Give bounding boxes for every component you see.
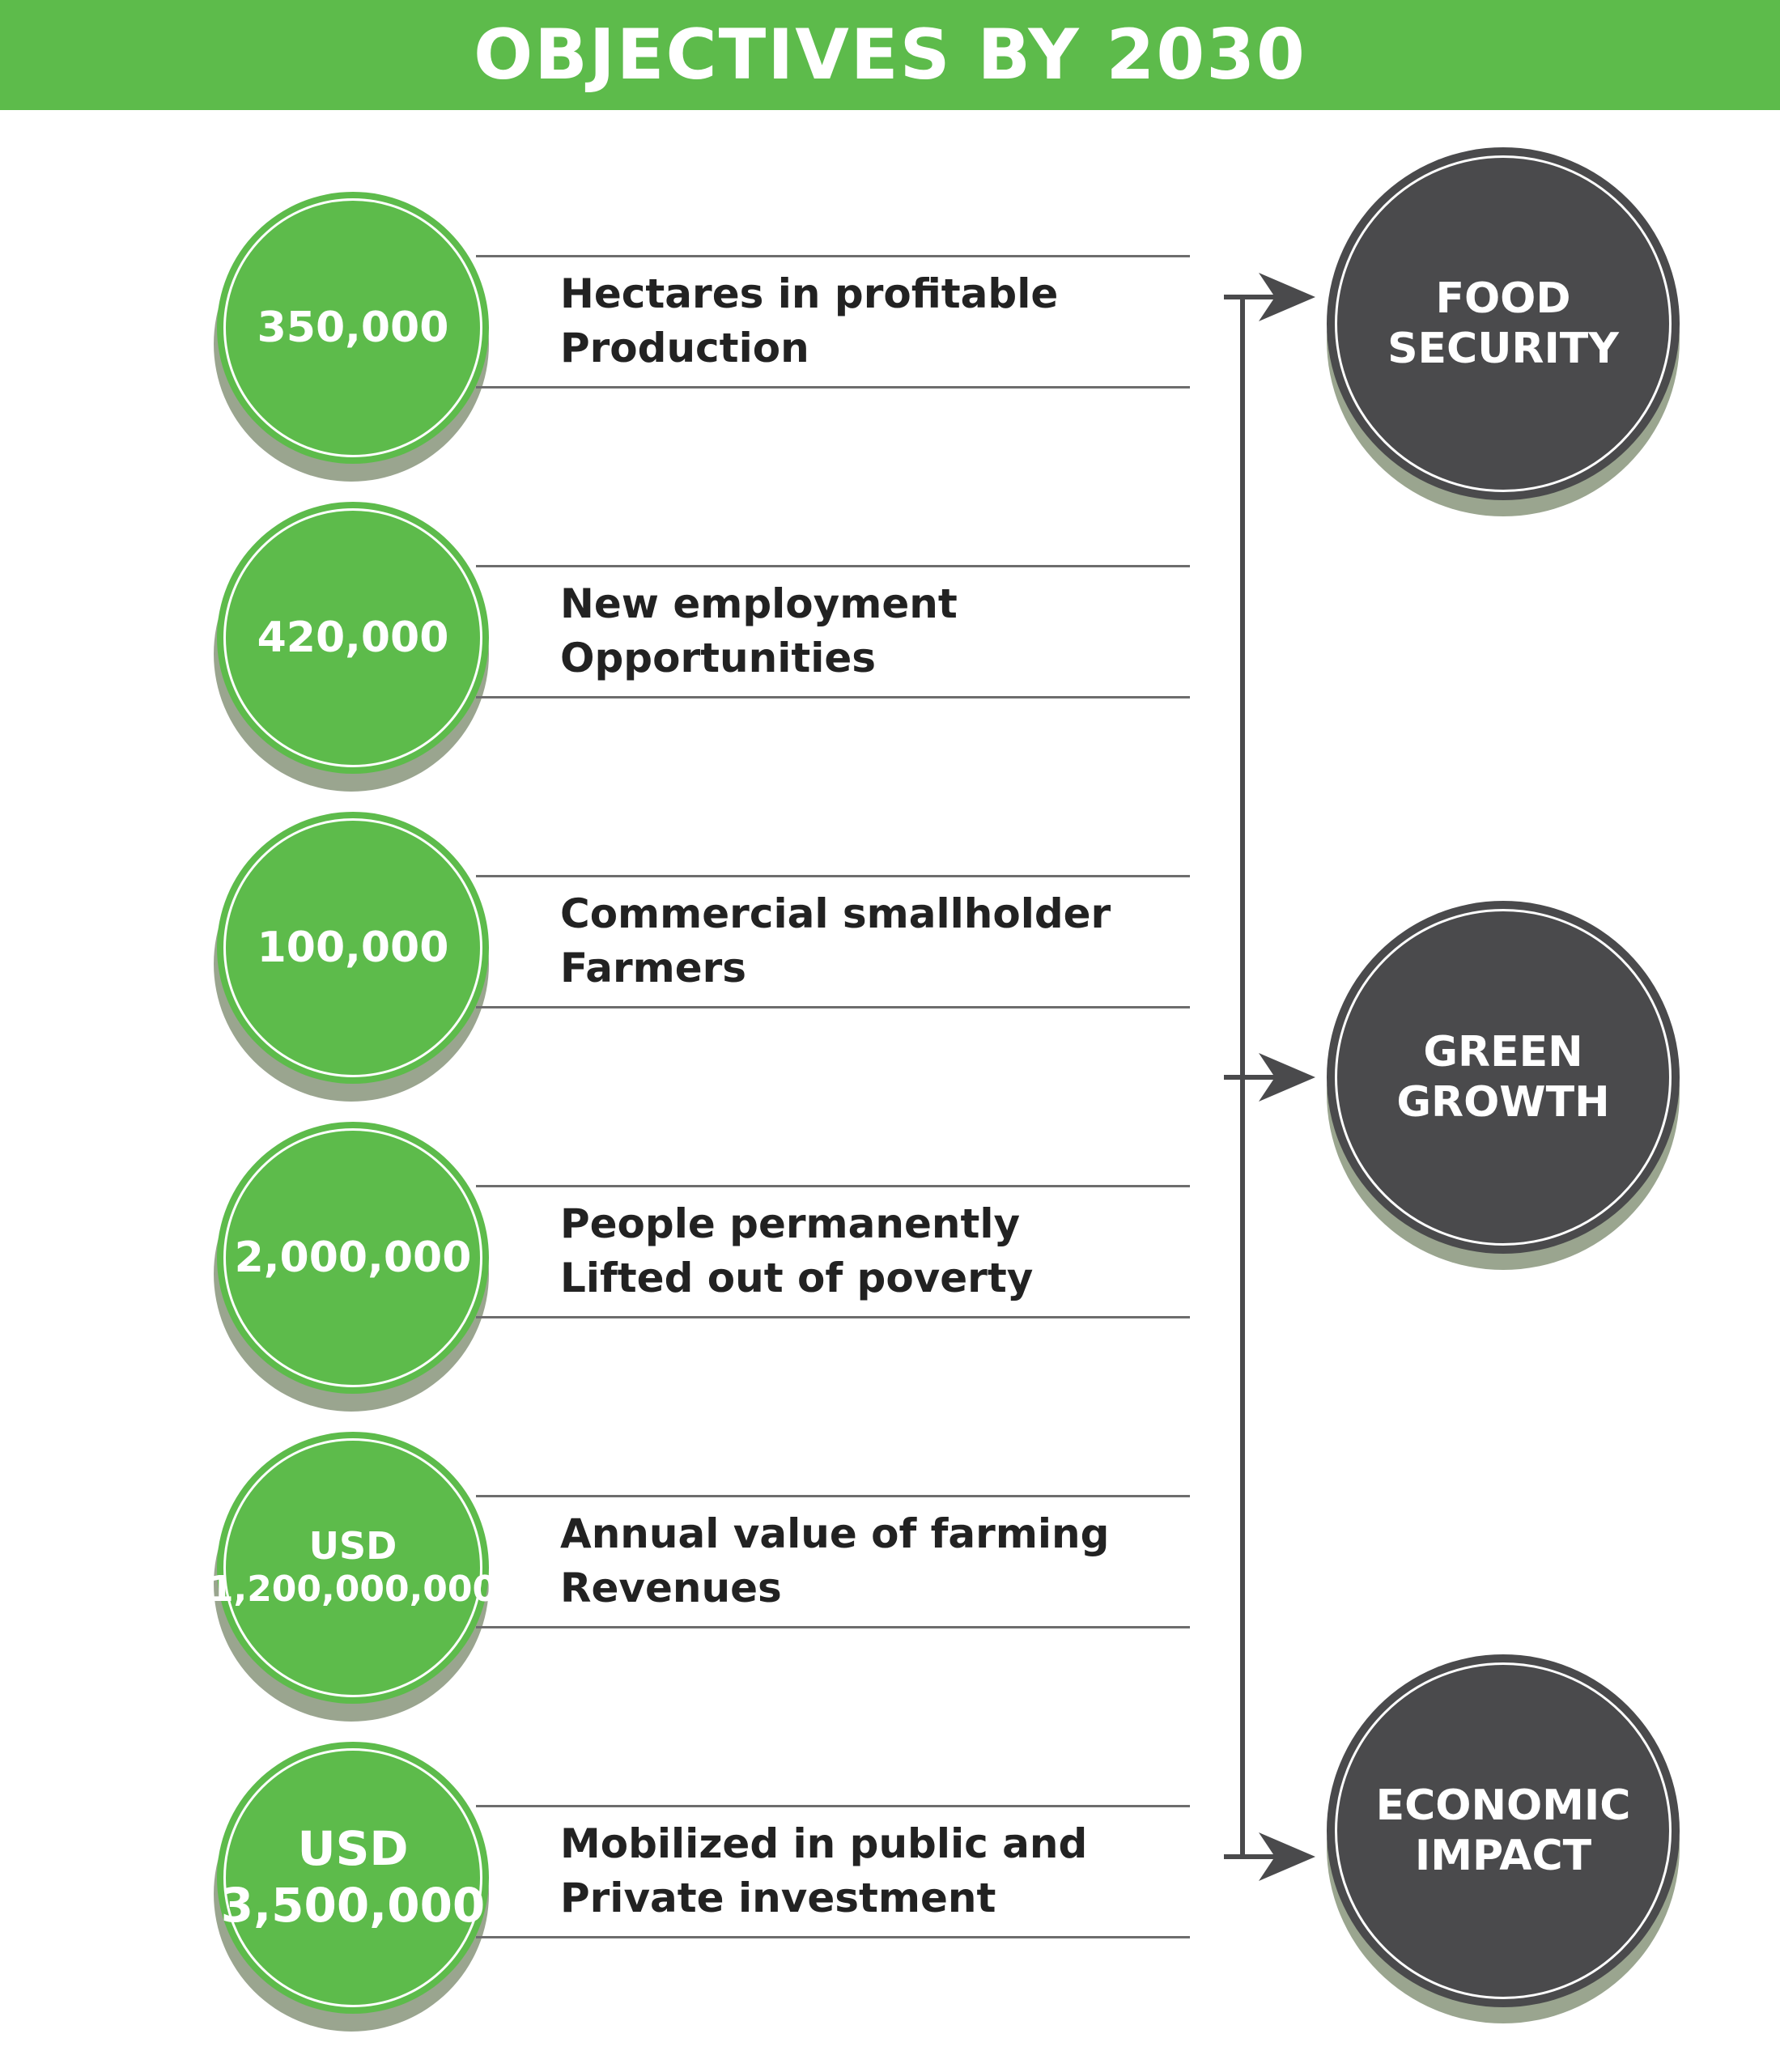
page-title: OBJECTIVES BY 2030	[474, 15, 1306, 96]
objective-description: Mobilized in public and Private investmen…	[560, 1817, 1087, 1926]
circle-ring	[1335, 909, 1672, 1246]
outcome-line: GREEN	[1423, 1027, 1583, 1076]
circle-ring	[223, 1748, 482, 2007]
value-circle: USD 1,200,000,000	[209, 1432, 497, 1704]
outcome-circle-economic-impact: ECONOMIC IMPACT	[1327, 1654, 1680, 2007]
description-line: Hectares in profitable	[560, 270, 1059, 317]
value-circle: 350,000	[217, 192, 489, 464]
circle-ring	[223, 1128, 482, 1387]
circle-ring	[223, 198, 482, 457]
objective-description: New employment Opportunities	[560, 577, 958, 686]
outcome-line: GROWTH	[1396, 1078, 1610, 1127]
divider-bottom	[476, 1316, 1190, 1318]
value-text: 2,000,000	[217, 1122, 489, 1394]
value-circle: USD 3,500,000	[217, 1742, 489, 2014]
outcome-line: SECURITY	[1387, 325, 1619, 373]
value-text: 350,000	[217, 192, 489, 464]
value-circle: 420,000	[217, 502, 489, 774]
outcome-circle-green-growth: GREEN GROWTH	[1327, 901, 1680, 1254]
description-line: New employment	[560, 580, 958, 627]
outcome-line: IMPACT	[1414, 1832, 1592, 1880]
divider-top	[476, 875, 1190, 877]
divider-bottom	[476, 386, 1190, 388]
divider-top	[476, 1805, 1190, 1807]
description-line: Revenues	[560, 1565, 782, 1611]
divider-bottom	[476, 1626, 1190, 1628]
value-line: 3,500,000	[220, 1878, 486, 1933]
objective-description: People permanently Lifted out of poverty	[560, 1197, 1033, 1306]
outcome-text: FOOD SECURITY	[1327, 147, 1680, 500]
circle-ring	[223, 508, 482, 767]
outcome-circle-food-security: FOOD SECURITY	[1327, 147, 1680, 500]
outcome-text: ECONOMIC IMPACT	[1327, 1654, 1680, 2007]
value-line: USD	[297, 1821, 409, 1877]
arrow-head-icon	[1259, 273, 1315, 321]
arrow-head-icon	[1259, 1832, 1315, 1881]
divider-bottom	[476, 696, 1190, 698]
description-line: Opportunities	[560, 635, 877, 681]
outcome-line: FOOD	[1435, 274, 1571, 323]
divider-top	[476, 1495, 1190, 1497]
description-line: Commercial smallholder	[560, 890, 1111, 937]
circle-ring	[1335, 1662, 1672, 1999]
divider-bottom	[476, 1936, 1190, 1938]
circle-ring	[1335, 155, 1672, 492]
arrow-head-icon	[1259, 1053, 1315, 1102]
value-line: USD	[308, 1524, 397, 1568]
description-line: Private investment	[560, 1875, 996, 1921]
description-line: Mobilized in public and	[560, 1820, 1088, 1867]
circle-ring	[223, 1438, 482, 1697]
value-line: 100,000	[257, 923, 449, 972]
outcome-text: GREEN GROWTH	[1327, 901, 1680, 1254]
circle-ring	[223, 818, 482, 1077]
description-line: People permanently	[560, 1200, 1021, 1247]
description-line: Annual value of farming	[560, 1510, 1110, 1557]
description-line: Lifted out of poverty	[560, 1255, 1034, 1301]
value-text: USD 3,500,000	[217, 1742, 489, 2014]
value-text: USD 1,200,000,000	[209, 1432, 497, 1704]
objective-description: Hectares in profitable Production	[560, 267, 1058, 376]
divider-bottom	[476, 1006, 1190, 1008]
value-circle: 100,000	[217, 812, 489, 1084]
value-line: 2,000,000	[234, 1233, 472, 1282]
outcome-line: ECONOMIC	[1375, 1781, 1631, 1830]
value-circle: 2,000,000	[217, 1122, 489, 1394]
divider-top	[476, 255, 1190, 257]
divider-top	[476, 1185, 1190, 1187]
value-line: 350,000	[257, 303, 449, 352]
objective-description: Commercial smallholder Farmers	[560, 887, 1111, 996]
description-line: Farmers	[560, 945, 747, 991]
value-text: 100,000	[217, 812, 489, 1084]
value-text: 420,000	[217, 502, 489, 774]
description-line: Production	[560, 325, 809, 372]
title-banner: OBJECTIVES BY 2030	[0, 0, 1780, 110]
objective-description: Annual value of farming Revenues	[560, 1507, 1109, 1616]
value-line: 1,200,000,000	[208, 1569, 498, 1611]
value-line: 420,000	[257, 613, 449, 662]
divider-top	[476, 565, 1190, 567]
